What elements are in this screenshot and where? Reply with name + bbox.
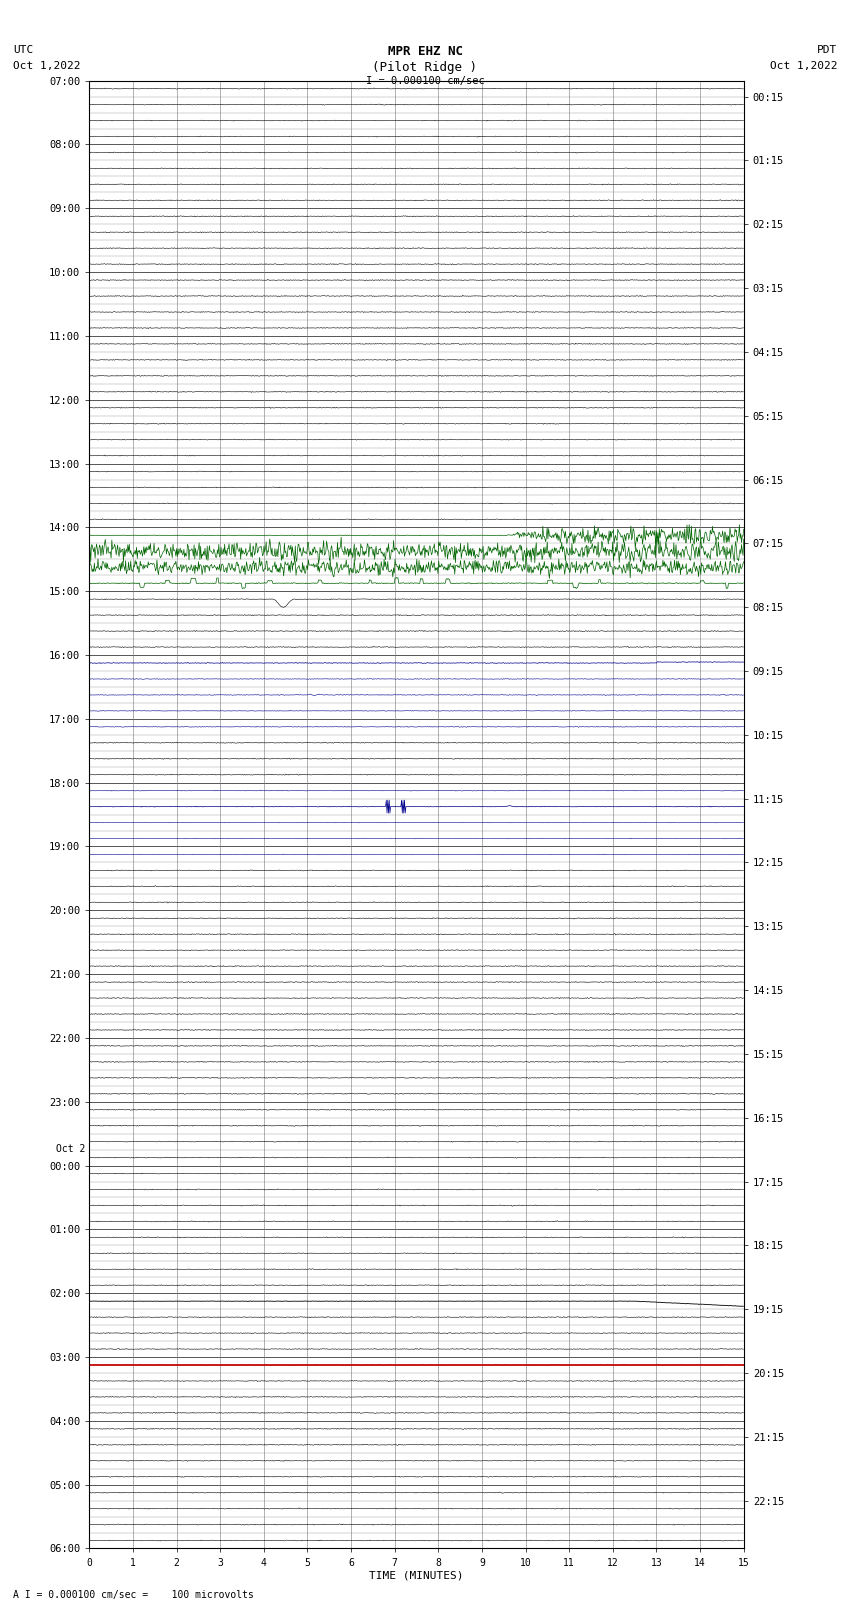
Text: Oct 2: Oct 2 [55, 1144, 85, 1155]
Text: Oct 1,2022: Oct 1,2022 [13, 61, 80, 71]
Text: (Pilot Ridge ): (Pilot Ridge ) [372, 61, 478, 74]
Text: PDT: PDT [817, 45, 837, 55]
Text: I = 0.000100 cm/sec: I = 0.000100 cm/sec [366, 76, 484, 85]
Text: Oct 1,2022: Oct 1,2022 [770, 61, 837, 71]
Text: UTC: UTC [13, 45, 33, 55]
Text: A I = 0.000100 cm/sec =    100 microvolts: A I = 0.000100 cm/sec = 100 microvolts [13, 1590, 253, 1600]
X-axis label: TIME (MINUTES): TIME (MINUTES) [369, 1571, 464, 1581]
Text: MPR EHZ NC: MPR EHZ NC [388, 45, 462, 58]
